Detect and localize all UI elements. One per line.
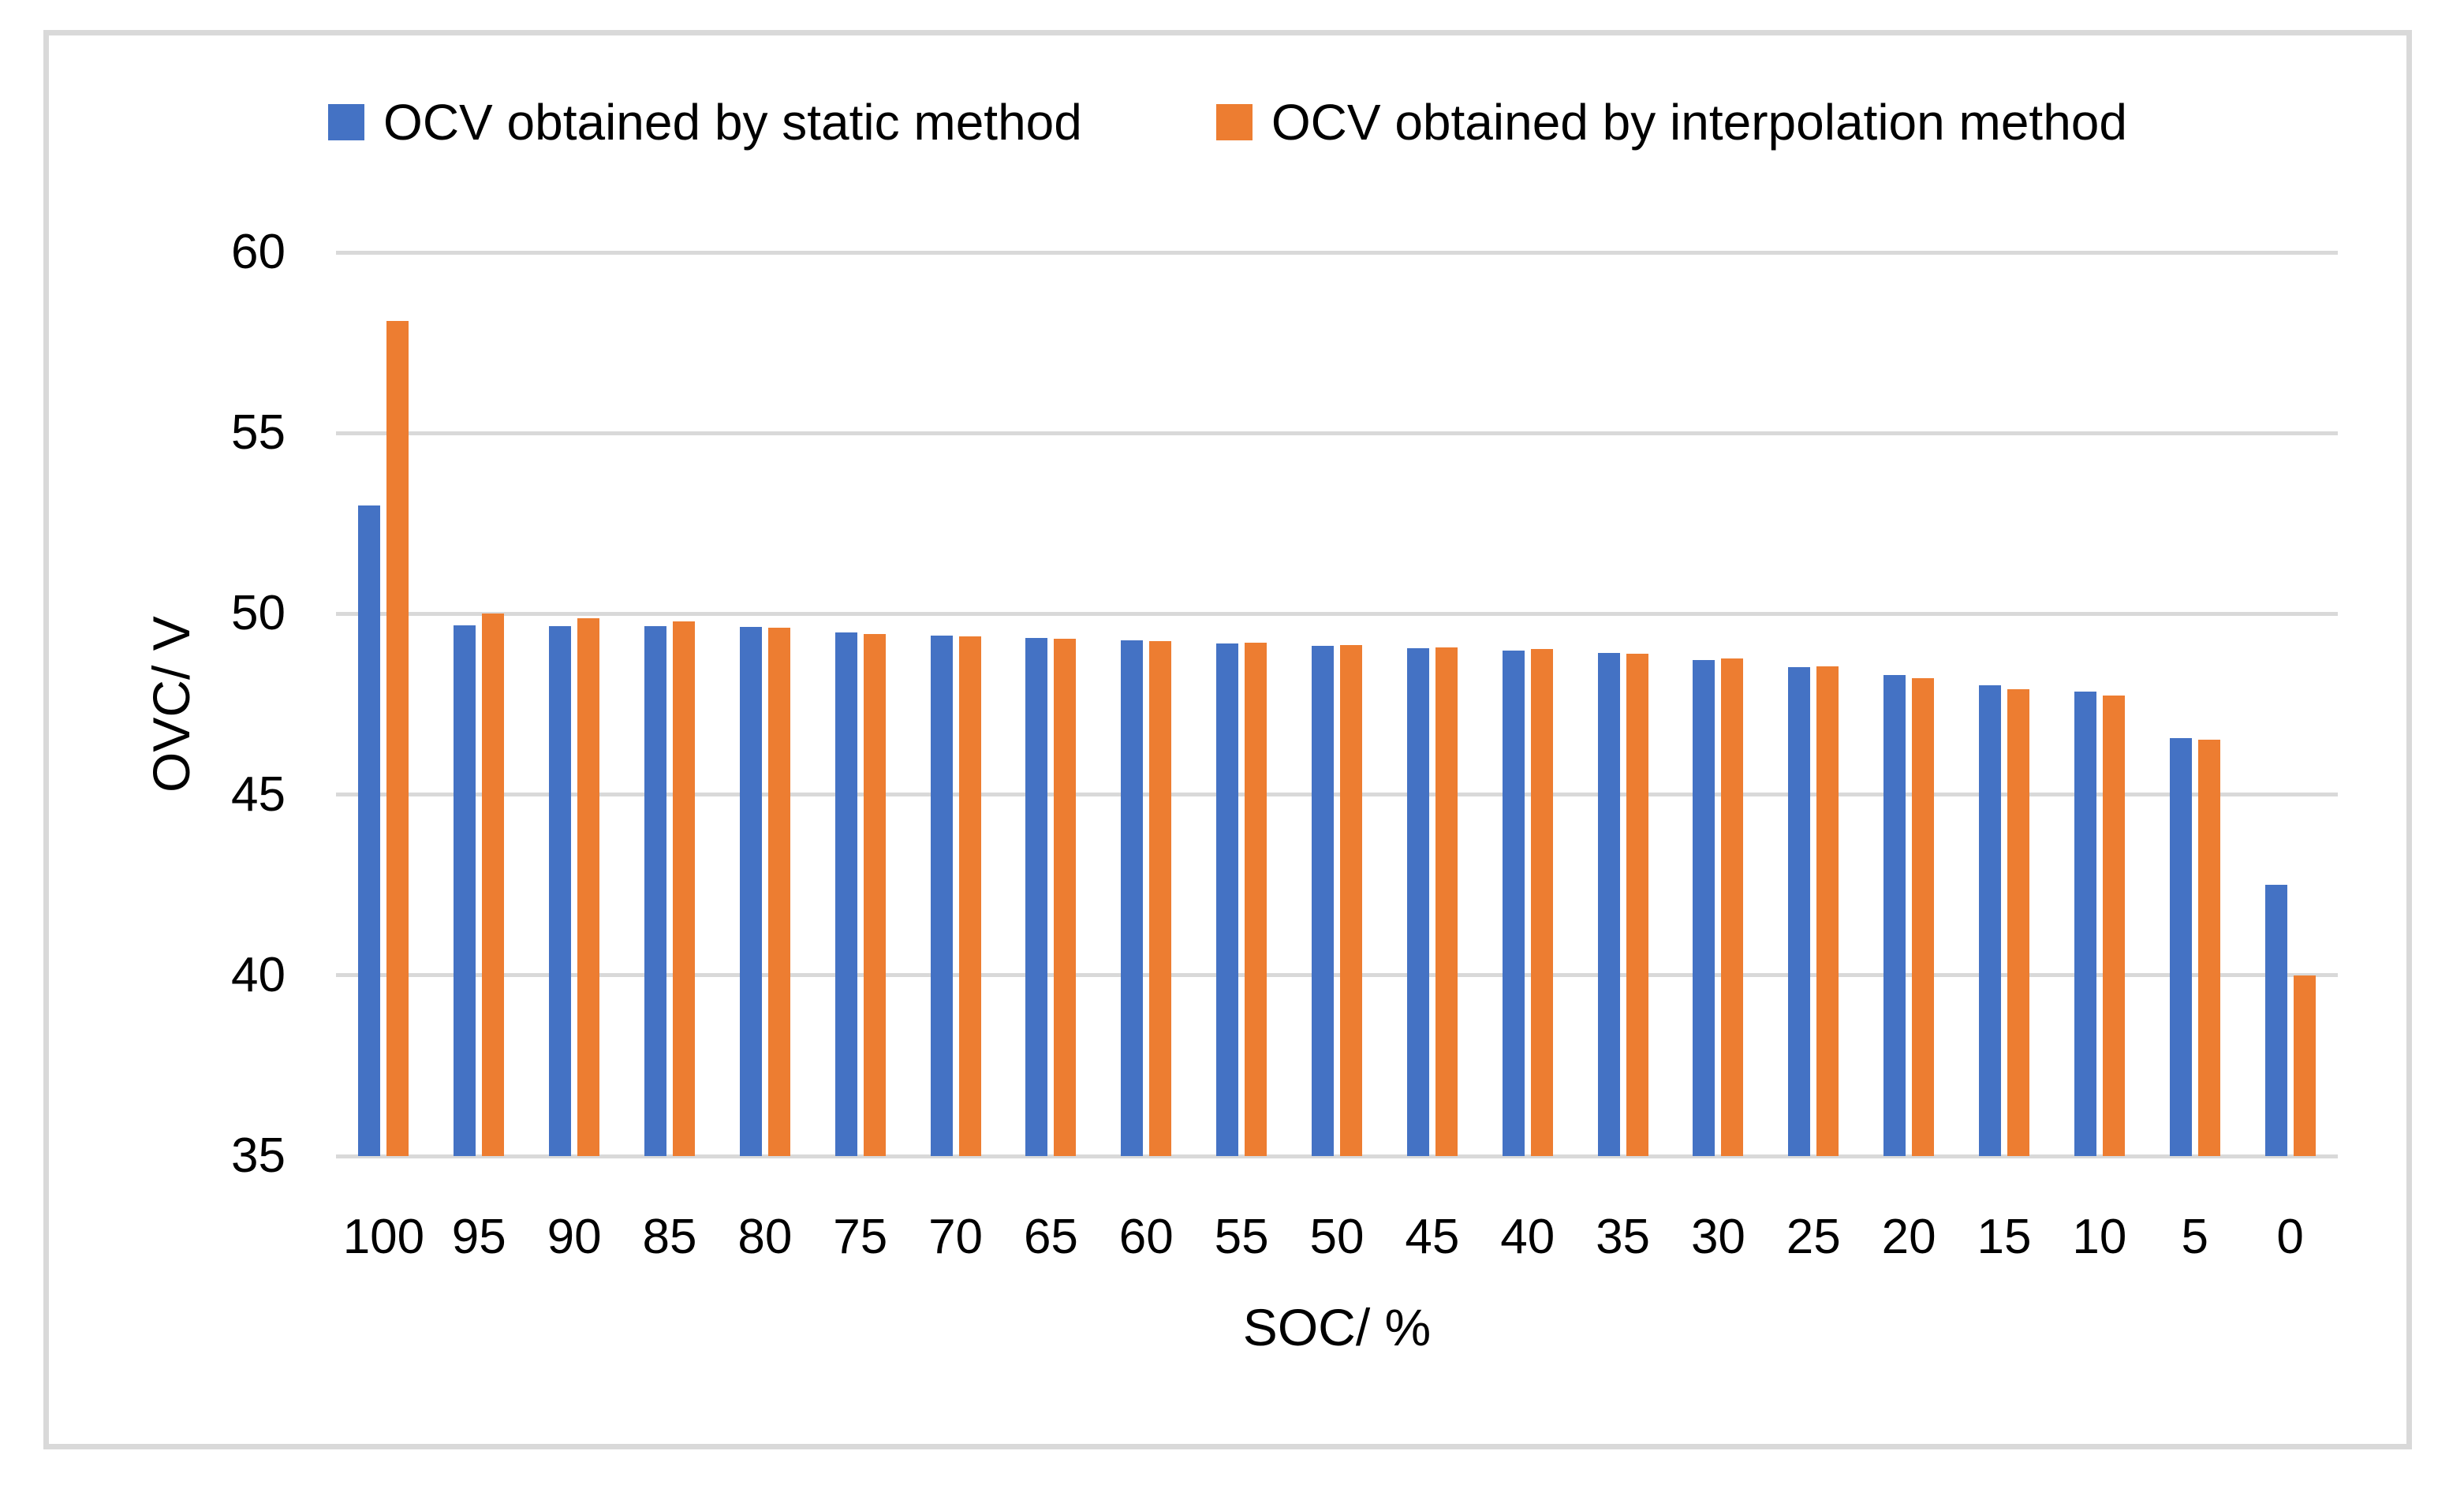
bar-interpolation-soc-100 bbox=[386, 321, 409, 1156]
bar-static-soc-0 bbox=[2264, 885, 2287, 1156]
bar-interpolation-soc-65 bbox=[1054, 639, 1077, 1156]
bar-static-soc-35 bbox=[1597, 652, 1620, 1156]
gridline-50 bbox=[336, 611, 2338, 616]
legend-swatch-interpolation-icon bbox=[1215, 104, 1253, 140]
bar-static-soc-40 bbox=[1502, 651, 1525, 1156]
bar-static-soc-25 bbox=[1788, 667, 1811, 1156]
bar-interpolation-soc-40 bbox=[1530, 649, 1553, 1156]
bar-static-soc-65 bbox=[1025, 638, 1048, 1156]
y-tick-label-50: 50 bbox=[231, 586, 286, 641]
y-tick-label-35: 35 bbox=[231, 1128, 286, 1183]
bar-static-soc-60 bbox=[1121, 640, 1144, 1156]
x-tick-label-15: 15 bbox=[1977, 1210, 2032, 1264]
bar-interpolation-soc-95 bbox=[482, 614, 505, 1156]
bar-static-soc-100 bbox=[358, 505, 381, 1156]
bar-interpolation-soc-35 bbox=[1626, 653, 1648, 1156]
legend: OCV obtained by static method OCV obtain… bbox=[49, 97, 2406, 147]
legend-label-interpolation: OCV obtained by interpolation method bbox=[1271, 94, 2127, 151]
x-tick-label-100: 100 bbox=[342, 1210, 425, 1264]
bar-interpolation-soc-50 bbox=[1340, 645, 1362, 1156]
bar-static-soc-80 bbox=[739, 627, 762, 1156]
bar-interpolation-soc-75 bbox=[863, 633, 886, 1156]
y-tick-label-60: 60 bbox=[231, 225, 286, 279]
bar-interpolation-soc-60 bbox=[1149, 641, 1172, 1156]
x-tick-label-80: 80 bbox=[737, 1210, 793, 1264]
x-tick-label-40: 40 bbox=[1500, 1210, 1555, 1264]
chart-frame: OCV obtained by static method OCV obtain… bbox=[43, 30, 2412, 1449]
x-tick-label-70: 70 bbox=[928, 1210, 984, 1264]
bar-interpolation-soc-70 bbox=[958, 636, 981, 1156]
bar-interpolation-soc-0 bbox=[2293, 975, 2316, 1156]
bar-static-soc-5 bbox=[2169, 737, 2192, 1156]
x-tick-label-90: 90 bbox=[547, 1210, 602, 1264]
gridline-55 bbox=[336, 431, 2338, 435]
bar-static-soc-90 bbox=[549, 625, 572, 1156]
gridline-40 bbox=[336, 973, 2338, 978]
bar-interpolation-soc-5 bbox=[2197, 739, 2220, 1156]
x-tick-label-0: 0 bbox=[2276, 1210, 2304, 1264]
x-tick-label-25: 25 bbox=[1786, 1210, 1841, 1264]
x-tick-label-10: 10 bbox=[2072, 1210, 2127, 1264]
y-axis-ticks: 35 40 45 50 55 60 bbox=[120, 225, 286, 1183]
bar-static-soc-75 bbox=[834, 632, 857, 1156]
bar-static-soc-50 bbox=[1312, 645, 1334, 1156]
x-axis-line bbox=[336, 1154, 2338, 1158]
x-tick-label-75: 75 bbox=[833, 1210, 888, 1264]
bar-static-soc-45 bbox=[1406, 647, 1429, 1156]
x-tick-label-20: 20 bbox=[1881, 1210, 1936, 1264]
bar-static-soc-20 bbox=[1883, 675, 1906, 1156]
x-tick-label-50: 50 bbox=[1309, 1210, 1365, 1264]
bar-static-soc-70 bbox=[930, 635, 953, 1156]
legend-item-static: OCV obtained by static method bbox=[328, 97, 1082, 147]
x-tick-label-30: 30 bbox=[1690, 1210, 1745, 1264]
bar-static-soc-30 bbox=[1693, 659, 1715, 1156]
bar-static-soc-95 bbox=[454, 625, 476, 1156]
legend-item-interpolation: OCV obtained by interpolation method bbox=[1215, 94, 2127, 151]
x-tick-label-65: 65 bbox=[1023, 1210, 1078, 1264]
x-tick-label-45: 45 bbox=[1405, 1210, 1460, 1264]
bar-static-soc-85 bbox=[644, 626, 666, 1156]
x-tick-label-60: 60 bbox=[1118, 1210, 1174, 1264]
gridline-60 bbox=[336, 250, 2338, 255]
legend-swatch-static-icon bbox=[328, 104, 365, 140]
bar-interpolation-soc-15 bbox=[2007, 688, 2029, 1156]
bar-interpolation-soc-80 bbox=[767, 627, 790, 1156]
bar-static-soc-10 bbox=[2074, 691, 2096, 1156]
x-axis-ticks: 100 95 90 85 80 75 70 65 60 55 50 45 40 35 30 25 20 15 10 5… bbox=[336, 1207, 2338, 1266]
legend-label-static: OCV obtained by static method bbox=[383, 94, 1082, 151]
x-tick-label-95: 95 bbox=[451, 1210, 506, 1264]
y-tick-label-45: 45 bbox=[231, 767, 286, 822]
bar-interpolation-soc-55 bbox=[1245, 643, 1267, 1156]
gridline-45 bbox=[336, 793, 2338, 797]
x-tick-label-55: 55 bbox=[1214, 1210, 1269, 1264]
bar-interpolation-soc-90 bbox=[577, 618, 600, 1156]
bar-interpolation-soc-45 bbox=[1435, 647, 1458, 1156]
y-tick-label-40: 40 bbox=[231, 947, 286, 1002]
bar-static-soc-15 bbox=[1979, 684, 2001, 1156]
x-tick-label-5: 5 bbox=[2181, 1210, 2208, 1264]
plot-area bbox=[336, 250, 2338, 1158]
bar-interpolation-soc-30 bbox=[1721, 658, 1744, 1156]
x-tick-label-85: 85 bbox=[642, 1210, 697, 1264]
bar-interpolation-soc-25 bbox=[1816, 666, 1839, 1156]
bar-interpolation-soc-20 bbox=[1912, 677, 1935, 1156]
x-tick-label-35: 35 bbox=[1596, 1210, 1651, 1264]
y-tick-label-55: 55 bbox=[231, 405, 286, 461]
bar-interpolation-soc-85 bbox=[673, 621, 695, 1156]
bar-static-soc-55 bbox=[1216, 643, 1239, 1156]
bar-interpolation-soc-10 bbox=[2102, 695, 2125, 1156]
x-axis-title: SOC/ % bbox=[1242, 1298, 1432, 1356]
